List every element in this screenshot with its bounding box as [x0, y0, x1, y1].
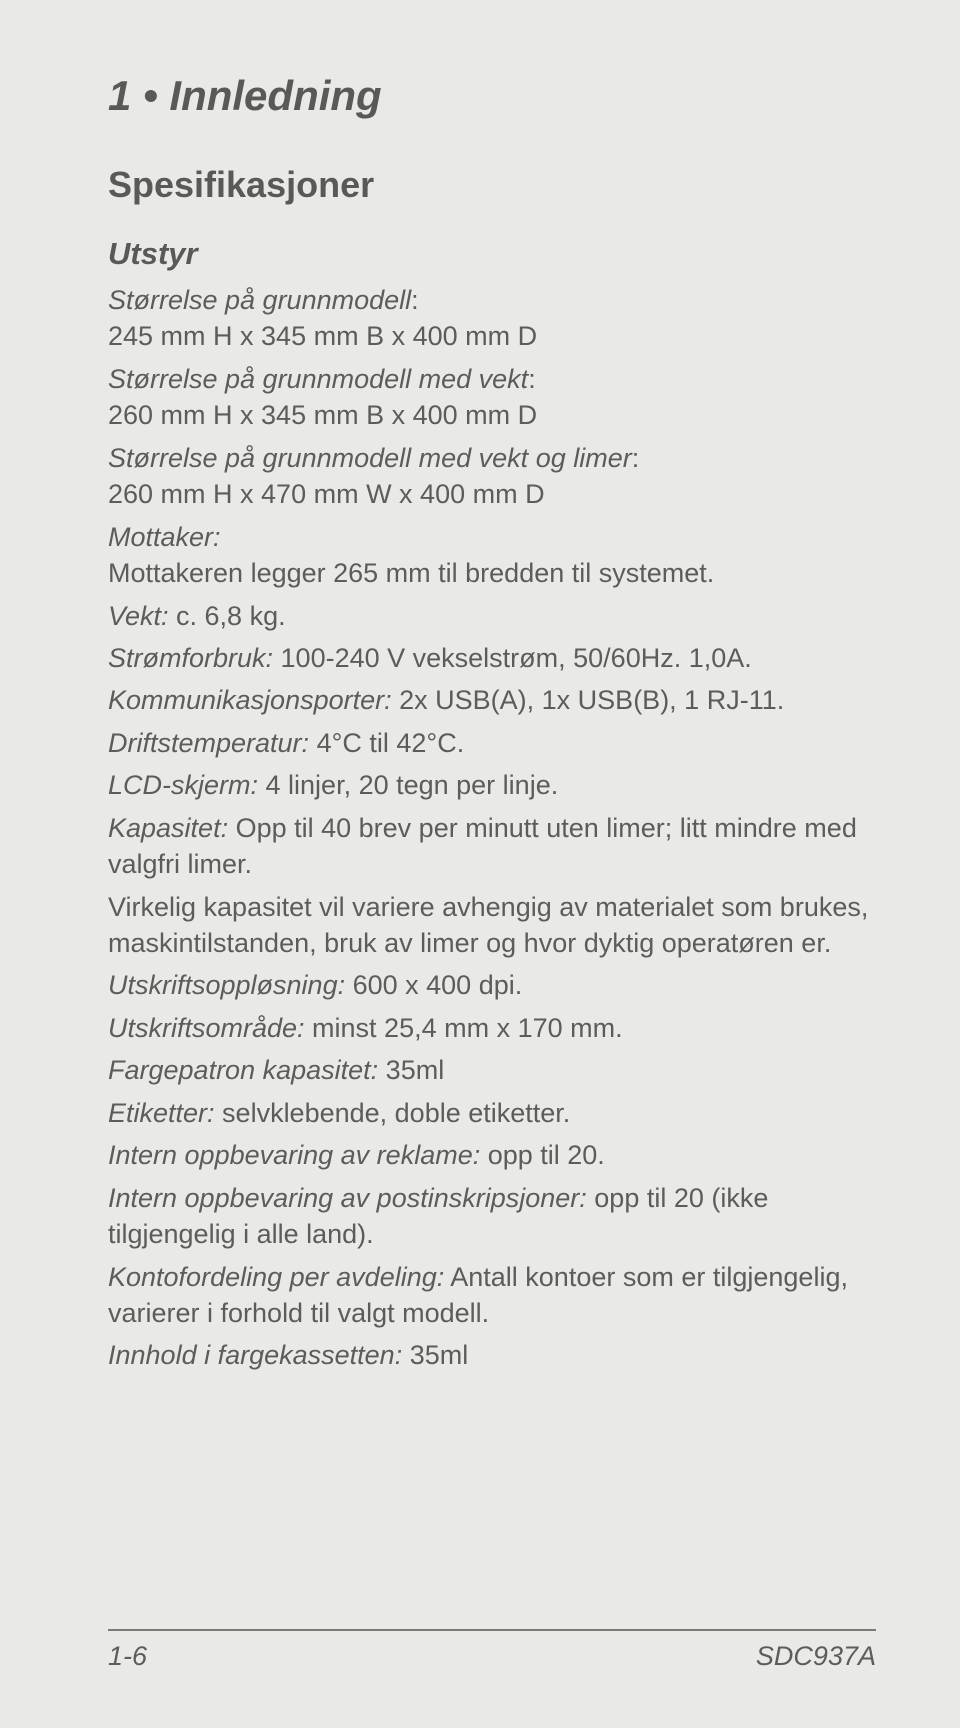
subsection-title: Utstyr [108, 236, 876, 272]
spec-label: Intern oppbevaring av postinskripsjoner: [108, 1183, 587, 1213]
spec-label: Fargepatron kapasitet: [108, 1055, 378, 1085]
spec-label: Innhold i fargekassetten: [108, 1340, 402, 1370]
spec-line: Kontofordeling per avdeling: Antall kont… [108, 1259, 876, 1332]
spec-label: Kommunikasjonsporter: [108, 685, 392, 715]
spec-line: Vekt: c. 6,8 kg. [108, 598, 876, 634]
page-number: 1-6 [108, 1641, 147, 1672]
spec-line: Etiketter: selvklebende, doble etiketter… [108, 1095, 876, 1131]
spec-label: Intern oppbevaring av reklame: [108, 1140, 480, 1170]
spec-line: Størrelse på grunnmodell med vekt:260 mm… [108, 361, 876, 434]
spec-label: Størrelse på grunnmodell med vekt [108, 364, 528, 394]
spec-line: Fargepatron kapasitet: 35ml [108, 1052, 876, 1088]
spec-line: Utskriftsoppløsning: 600 x 400 dpi. [108, 967, 876, 1003]
spec-label: Etiketter: [108, 1098, 215, 1128]
section-title: Spesifikasjoner [108, 164, 876, 206]
spec-line: Intern oppbevaring av reklame: opp til 2… [108, 1137, 876, 1173]
doc-code: SDC937A [756, 1641, 876, 1672]
spec-line: Driftstemperatur: 4°C til 42°C. [108, 725, 876, 761]
spec-label: Kontofordeling per avdeling: [108, 1262, 444, 1292]
spec-label: Størrelse på grunnmodell [108, 285, 411, 315]
page-footer: 1-6 SDC937A [108, 1629, 876, 1672]
spec-line: Strømforbruk: 100-240 V vekselstrøm, 50/… [108, 640, 876, 676]
spec-line: Størrelse på grunnmodell med vekt og lim… [108, 440, 876, 513]
spec-label: Utskriftsområde: [108, 1013, 305, 1043]
spec-label: LCD-skjerm: [108, 770, 258, 800]
spec-line: Mottaker:Mottakeren legger 265 mm til br… [108, 519, 876, 592]
spec-line: Størrelse på grunnmodell:245 mm H x 345 … [108, 282, 876, 355]
spec-line: Utskriftsområde: minst 25,4 mm x 170 mm. [108, 1010, 876, 1046]
spec-line: LCD-skjerm: 4 linjer, 20 tegn per linje. [108, 767, 876, 803]
spec-label: Utskriftsoppløsning: [108, 970, 345, 1000]
spec-label: Strømforbruk: [108, 643, 273, 673]
spec-line: Innhold i fargekassetten: 35ml [108, 1337, 876, 1373]
spec-line: Kommunikasjonsporter: 2x USB(A), 1x USB(… [108, 682, 876, 718]
specs-list: Størrelse på grunnmodell:245 mm H x 345 … [108, 282, 876, 1374]
spec-label: Driftstemperatur: [108, 728, 309, 758]
chapter-title: 1 • Innledning [108, 72, 876, 120]
spec-line: Virkelig kapasitet vil variere avhengig … [108, 889, 876, 962]
spec-line: Kapasitet: Opp til 40 brev per minutt ut… [108, 810, 876, 883]
spec-label: Kapasitet: [108, 813, 228, 843]
spec-label: Vekt: [108, 601, 169, 631]
footer-rule [108, 1629, 876, 1631]
page-content: 1 • Innledning Spesifikasjoner Utstyr St… [0, 0, 960, 1374]
spec-label: Mottaker: [108, 522, 221, 552]
spec-label: Størrelse på grunnmodell med vekt og lim… [108, 443, 632, 473]
spec-line: Intern oppbevaring av postinskripsjoner:… [108, 1180, 876, 1253]
